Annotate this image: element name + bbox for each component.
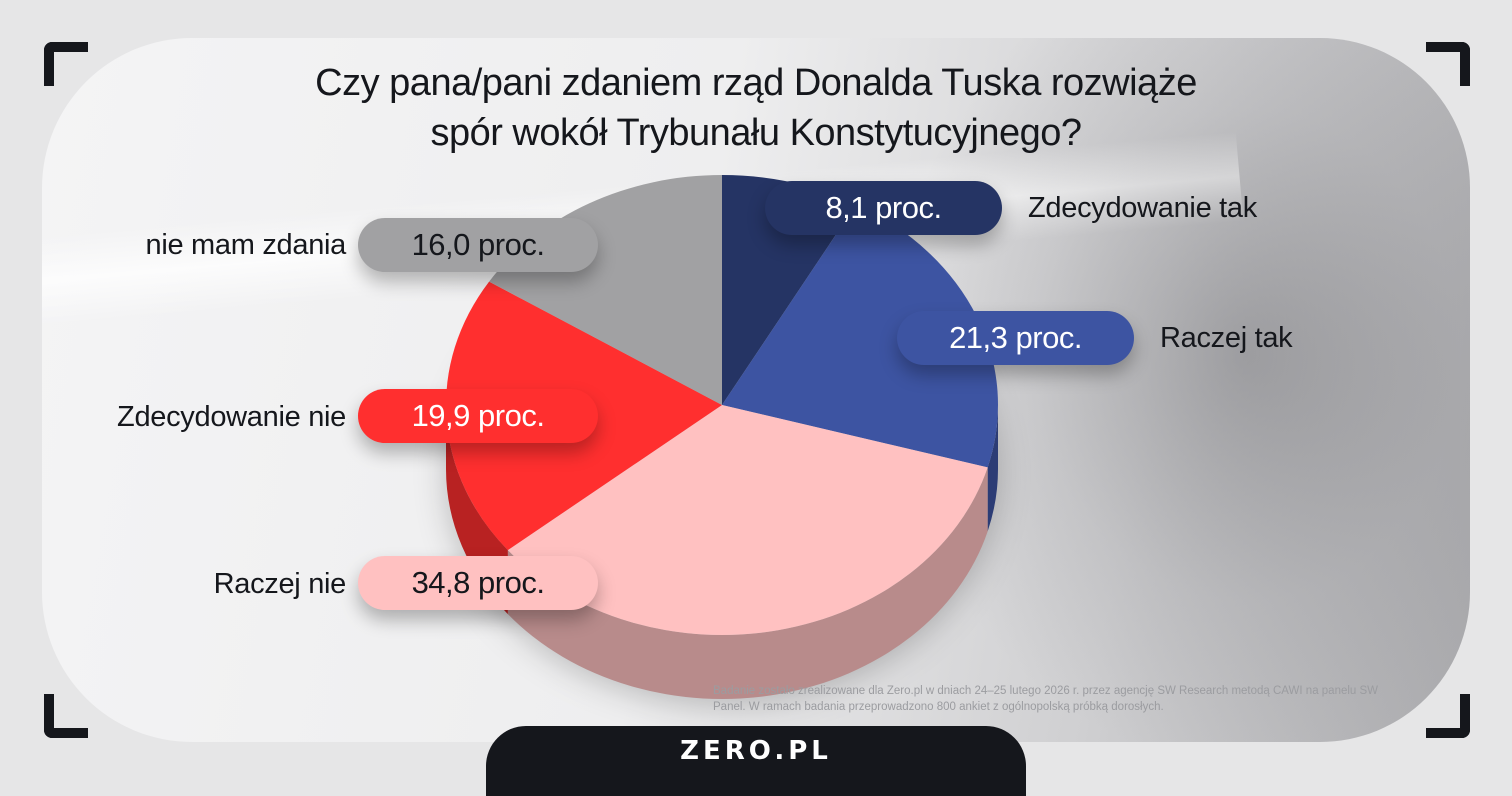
corner-bracket-bottom-left (44, 694, 88, 738)
pie-slice-side-raczej-nie (507, 467, 988, 699)
pie-slice-side-raczej-tak (987, 405, 998, 532)
value-label-raczej-tak: 21,3 proc. (897, 311, 1134, 365)
corner-bracket-top-left (44, 42, 88, 86)
brand-logo: ZERO.PL (680, 736, 832, 766)
background-photo-shade (910, 38, 1470, 742)
value-label-zdecydowanie-nie: 19,9 proc. (358, 389, 598, 443)
chart-title-line-2: spór wokół Trybunału Konstytucyjnego? (430, 112, 1082, 154)
category-label-raczej-tak: Raczej tak (1160, 322, 1293, 354)
corner-bracket-top-right (1426, 42, 1470, 86)
category-label-nie-mam-zdania: nie mam zdania (145, 229, 346, 261)
chart-title-line-1: Czy pana/pani zdaniem rząd Donalda Tuska… (315, 62, 1197, 104)
corner-bracket-bottom-right (1426, 694, 1470, 738)
methodology-note: Badanie zostało zrealizowane dla Zero.pl… (713, 685, 1379, 713)
category-label-zdecydowanie-nie: Zdecydowanie nie (117, 401, 346, 433)
category-label-raczej-nie: Raczej nie (213, 568, 347, 600)
pie-chart (446, 175, 998, 699)
footer-bar: ZERO.PL (486, 726, 1026, 796)
value-label-zdecydowanie-tak: 8,1 proc. (765, 181, 1002, 235)
pie-slice-raczej-nie (507, 405, 988, 635)
pie-slice-raczej-tak (722, 204, 998, 468)
category-label-zdecydowanie-tak: Zdecydowanie tak (1028, 192, 1257, 224)
chart-title: Czy pana/pani zdaniem rząd Donalda Tuska… (206, 58, 1306, 158)
value-label-nie-mam-zdania: 16,0 proc. (358, 218, 598, 272)
value-label-raczej-nie: 34,8 proc. (358, 556, 598, 610)
